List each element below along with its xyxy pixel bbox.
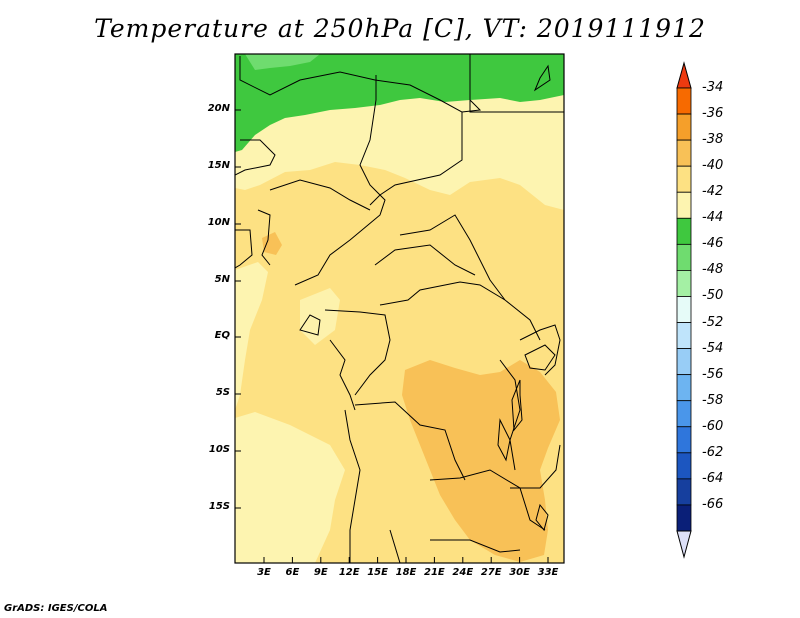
- colorbar-label: -38: [702, 132, 724, 148]
- lat-ticks: [235, 109, 241, 509]
- colorbar-swatch: [676, 139, 692, 167]
- lat-label: EQ: [214, 330, 230, 341]
- lon-label: 9E: [313, 567, 328, 578]
- lon-label: 30E: [509, 567, 530, 578]
- colorbar-label: -40: [702, 158, 724, 174]
- colorbar-swatch: [676, 322, 692, 349]
- colorbar-label: -60: [702, 418, 724, 434]
- lat-label: 10S: [208, 444, 230, 455]
- colorbar-label: -36: [702, 106, 724, 122]
- field-band-42-44-west-coast: [235, 262, 268, 410]
- lakes: [299, 64, 556, 532]
- colorbar-swatch: [676, 191, 692, 219]
- lon-ticks: [263, 557, 549, 563]
- colorbar-swatch: [676, 478, 692, 506]
- lat-label: 15S: [208, 501, 230, 512]
- lon-label: 21E: [424, 567, 445, 578]
- colorbar-label: -52: [702, 314, 724, 330]
- lon-label: 15E: [367, 567, 388, 578]
- colorbar-swatch: [676, 270, 692, 297]
- colorbar-swatch: [676, 400, 692, 428]
- colorbar-label: -44: [702, 210, 724, 226]
- colorbar-label: -48: [702, 262, 724, 278]
- colorbar-label: -58: [702, 392, 724, 408]
- field-band-38-40-cameroon: [262, 232, 282, 255]
- field-band-38-40: [402, 360, 560, 562]
- colorbar-bottom-triangle: [676, 530, 692, 559]
- colorbar-label: -62: [702, 444, 724, 460]
- colorbar-swatch: [676, 243, 692, 271]
- colorbar-swatch: [676, 426, 692, 454]
- lat-label: 10N: [207, 217, 230, 228]
- country-borders: [235, 54, 564, 563]
- lon-label: 6E: [285, 567, 300, 578]
- chart-title: Temperature at 250hPa [C], VT: 201911191…: [94, 14, 706, 43]
- colorbar-swatch: [676, 113, 692, 141]
- lat-label: 15N: [207, 160, 230, 171]
- field-band-42-44-central: [300, 288, 340, 345]
- field-band-46-48: [245, 54, 320, 70]
- lat-label: 5N: [214, 274, 230, 285]
- colorbar-swatch: [676, 165, 692, 193]
- colorbar-top-triangle: [676, 61, 692, 89]
- lon-label: 24E: [452, 567, 474, 578]
- colorbar-label: -56: [702, 366, 724, 382]
- colorbar-swatch: [676, 87, 692, 115]
- colorbar-label: -64: [702, 470, 724, 486]
- lon-label: 3E: [257, 567, 271, 578]
- colorbar-label: -46: [702, 236, 724, 252]
- colorbar-label: -42: [702, 184, 724, 200]
- field-band-42-44-south-west: [235, 412, 345, 563]
- lon-label: 12E: [338, 567, 360, 578]
- colorbar-swatch: [676, 217, 692, 245]
- colorbar-swatch: [676, 296, 692, 323]
- lat-label: 5S: [215, 387, 230, 398]
- colorbar-swatch: [676, 452, 692, 480]
- colorbar-label: -54: [702, 340, 724, 356]
- field-band-44-46: [235, 54, 564, 152]
- colorbar-swatch: [676, 374, 692, 402]
- colorbar-label: -66: [702, 496, 724, 512]
- lat-label: 20N: [207, 103, 230, 114]
- temperature-field: [235, 54, 564, 563]
- credit-text: GrADS: IGES/COLA: [4, 603, 108, 614]
- map-frame: [234, 53, 565, 564]
- colorbar-swatch: [676, 504, 692, 532]
- lon-label: 18E: [395, 567, 417, 578]
- colorbar-swatch: [676, 348, 692, 376]
- colorbar-label: -50: [702, 288, 724, 304]
- lon-label: 27E: [480, 567, 502, 578]
- lon-label: 33E: [537, 567, 559, 578]
- colorbar-label: -34: [702, 80, 724, 95]
